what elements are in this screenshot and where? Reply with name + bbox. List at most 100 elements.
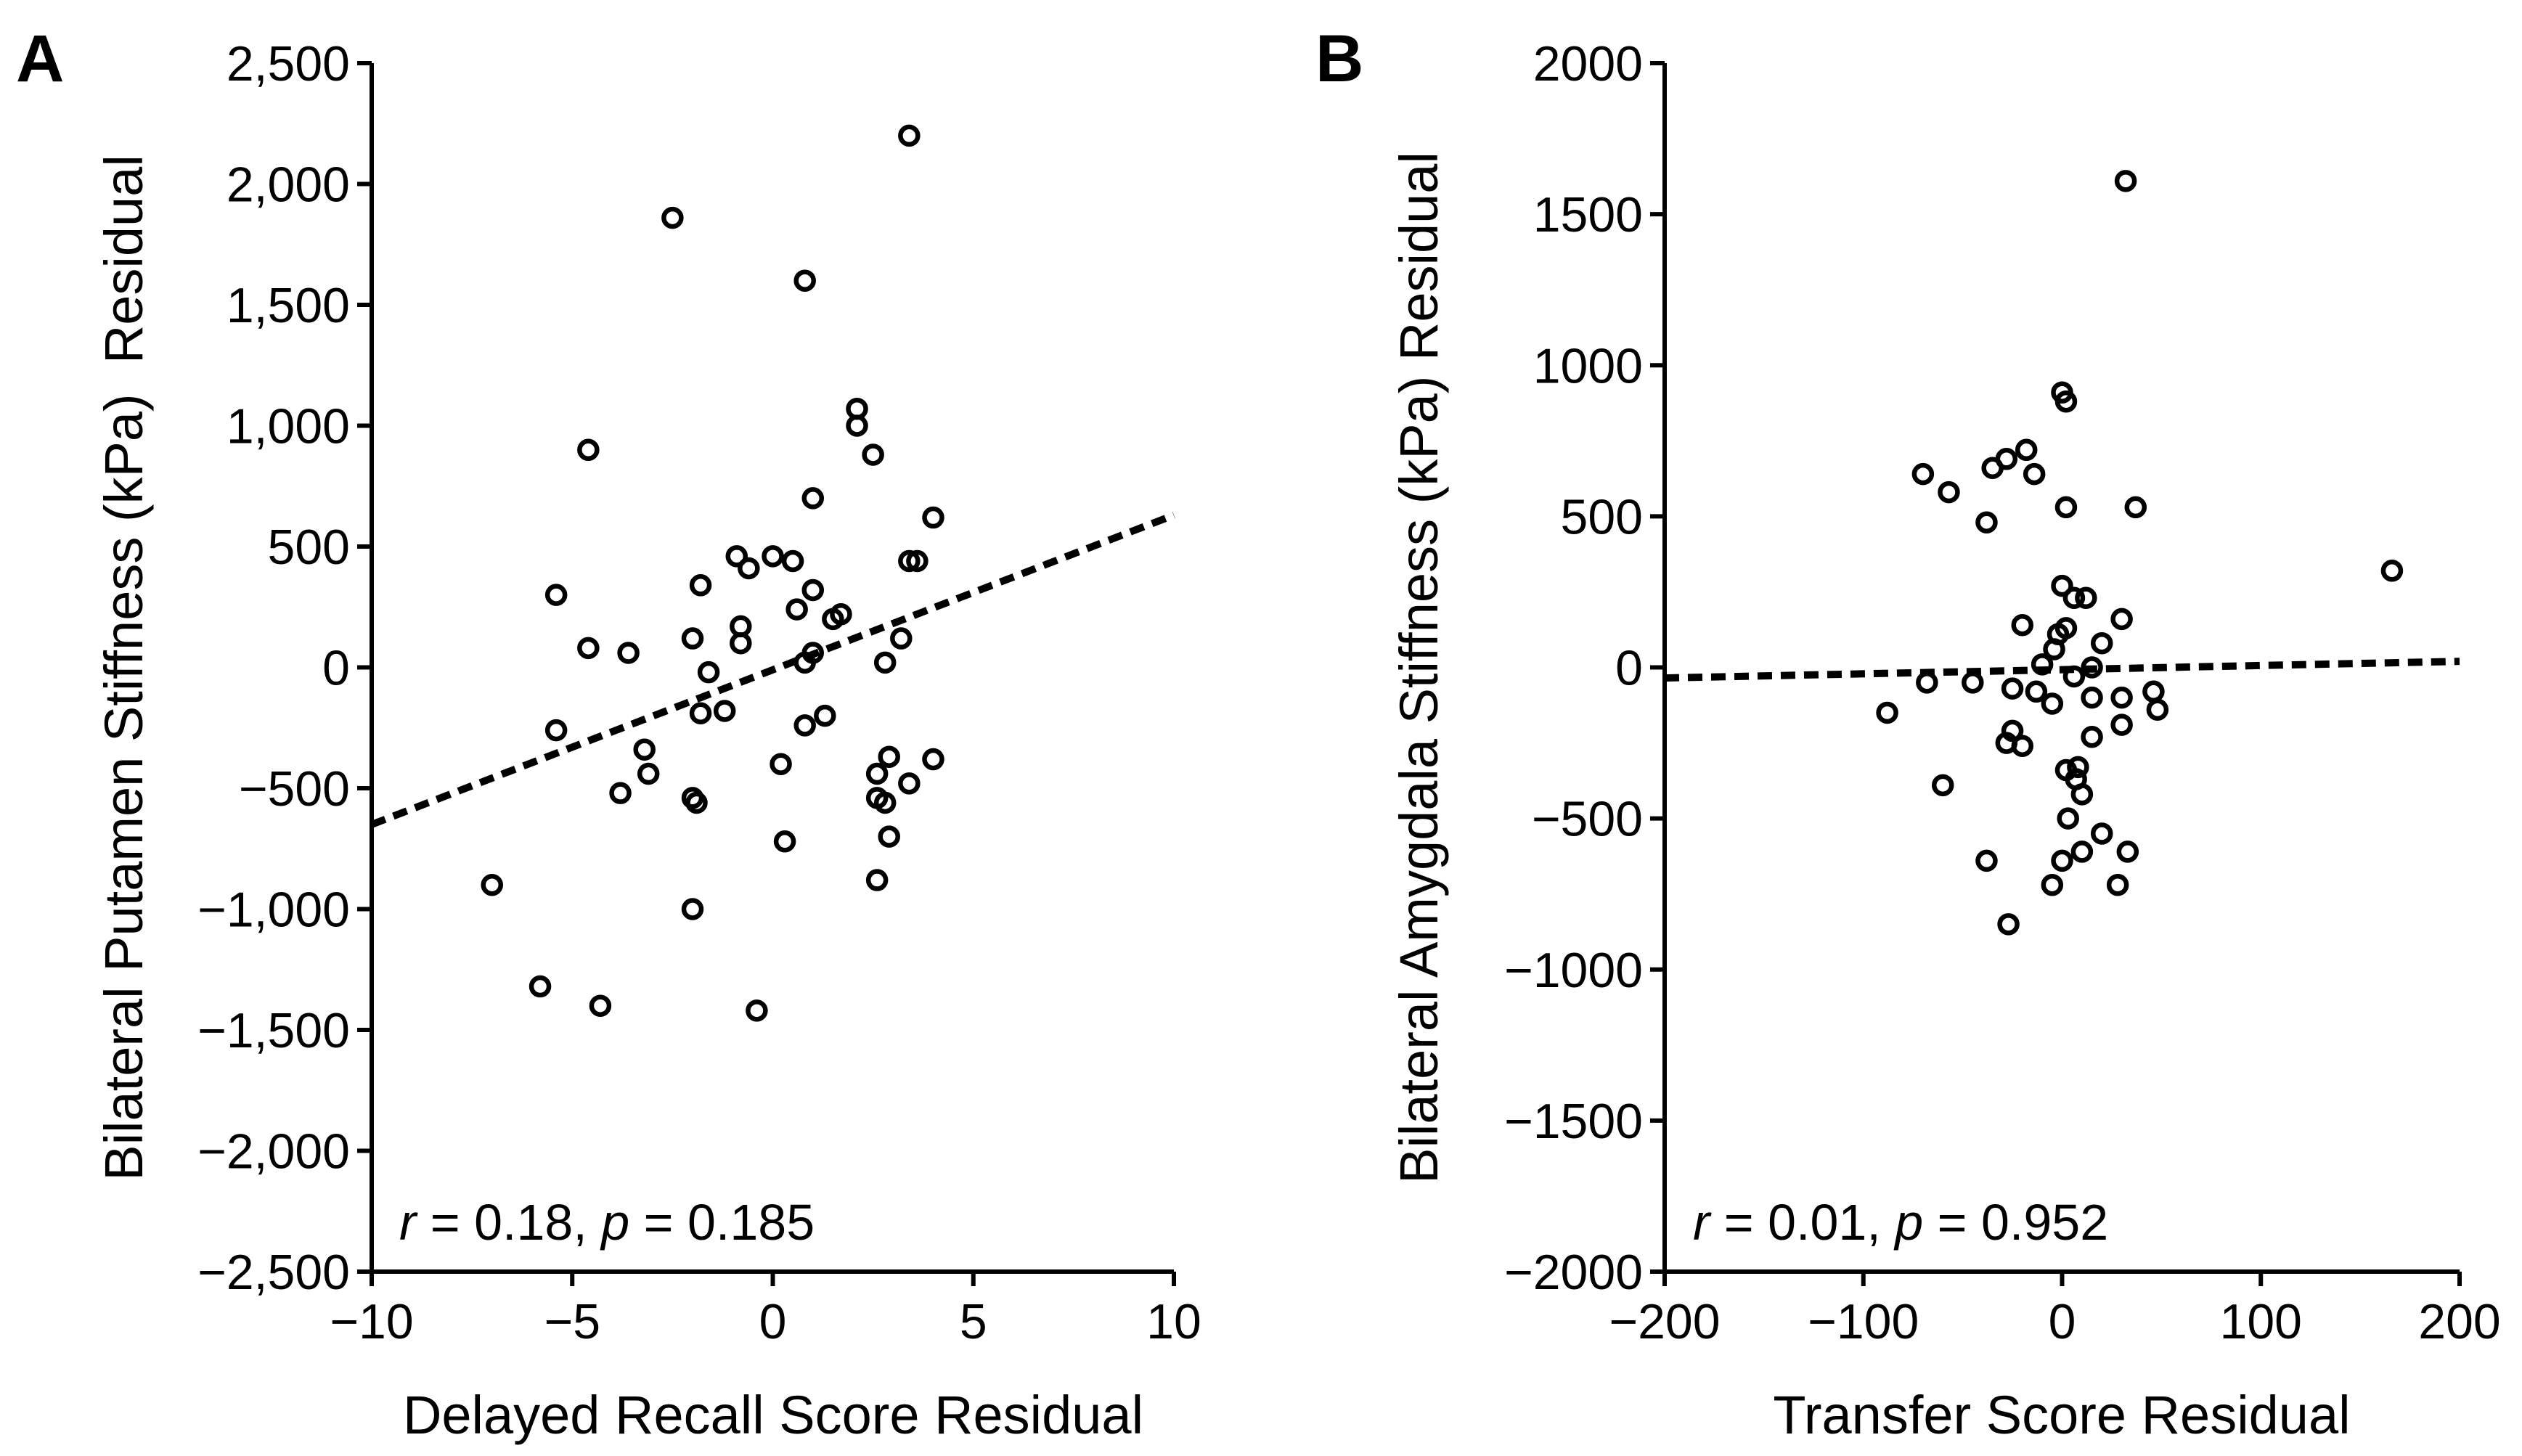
panel-b-y-tick-label: −1000 bbox=[1504, 943, 1643, 998]
panel-a-y-tick-label: 500 bbox=[268, 520, 350, 575]
panel-a-stats-annotation: r = 0.18, p = 0.185 bbox=[399, 1194, 815, 1251]
panel-b-data-point bbox=[1911, 462, 1935, 486]
panel-b-data-point bbox=[1938, 480, 1960, 504]
panel-a-x-ticks: −10 −5 0 5 10 bbox=[330, 1272, 1201, 1349]
panel-b-data-point bbox=[2091, 822, 2113, 845]
panel-a-y-tick-label: 2,500 bbox=[227, 36, 350, 91]
panel-b-data-point bbox=[1916, 671, 1938, 694]
panel-a-data-point bbox=[770, 753, 792, 775]
panel-b-data-point bbox=[2124, 496, 2147, 519]
panel-b-data-point bbox=[2001, 677, 2024, 700]
panel-b-data-point bbox=[1876, 701, 1898, 724]
panel-a-y-tick-label: 1,500 bbox=[227, 278, 350, 333]
panel-a-data-point bbox=[762, 545, 784, 568]
panel-a-y-tick-label: −1,500 bbox=[197, 1003, 350, 1058]
panel-a-data-point bbox=[617, 642, 640, 664]
panel-b-y-tick-label: 500 bbox=[1561, 489, 1643, 544]
panel-b-data-point bbox=[2070, 783, 2094, 806]
panel-b-data-point bbox=[1981, 457, 2004, 480]
panel-b-data-point bbox=[2081, 656, 2103, 679]
panel-b-data-point bbox=[2380, 560, 2404, 582]
panel-b-data-point bbox=[2062, 665, 2086, 688]
panel-a-y-tick-label: −2,500 bbox=[197, 1245, 350, 1300]
panel-a-p-symbol: p bbox=[600, 1194, 629, 1251]
panel-a-data-point bbox=[830, 602, 852, 626]
panel-a-data-point bbox=[898, 124, 921, 147]
panel-a-data-point bbox=[738, 557, 760, 580]
panel-a-data-point bbox=[922, 748, 944, 771]
panel-b-x-tick-label: 0 bbox=[2049, 1294, 2076, 1349]
panel-b-data-point bbox=[1975, 511, 1998, 533]
panel-a-data-point bbox=[781, 549, 804, 573]
panel-a-data-point bbox=[814, 704, 836, 727]
panel-a-x-tick-label: 0 bbox=[759, 1294, 787, 1349]
panel-b-stats-annotation: r = 0.01, p = 0.952 bbox=[1693, 1194, 2108, 1251]
panel-b-r-symbol: r bbox=[1693, 1194, 1712, 1251]
panel-a-data-point bbox=[609, 782, 632, 804]
panel-a-data-point bbox=[529, 975, 552, 998]
panel-b-data-point bbox=[2054, 496, 2078, 519]
panel-b-data-point bbox=[2041, 873, 2064, 896]
panel-a-data-point bbox=[846, 414, 868, 437]
panel-a-data-point bbox=[589, 994, 612, 1017]
panel-a-data-point bbox=[481, 873, 503, 896]
panel-b-data-point bbox=[2041, 692, 2064, 715]
panel-a-y-ticks: 2,500 2,000 1,500 1,000 500 0 −500 −1,000 −1,500… bbox=[197, 36, 372, 1300]
panel-b-data-point bbox=[2023, 462, 2046, 486]
panel-b-data-point bbox=[2051, 849, 2073, 872]
panel-a-data-point bbox=[898, 549, 921, 573]
panel-a-data-point bbox=[713, 700, 736, 722]
panel-b-data-point bbox=[2062, 586, 2086, 610]
panel-a-y-tick-label: 2,000 bbox=[227, 158, 350, 213]
panel-b-y-tick-label: 1000 bbox=[1533, 338, 1643, 393]
panel-b-data-point bbox=[2110, 686, 2133, 709]
panel-b-data-point bbox=[2051, 574, 2073, 597]
panel-b-r-value: = 0.01, bbox=[1710, 1194, 1895, 1251]
panel-b-data-point bbox=[2067, 756, 2089, 779]
panel-b-data-point bbox=[1962, 671, 1984, 694]
panel-b-data-point bbox=[1997, 913, 2020, 936]
panel-a-x-tick-label: 5 bbox=[960, 1294, 987, 1349]
panel-a-data-point bbox=[793, 651, 816, 674]
panel-a-data-point bbox=[773, 830, 796, 853]
panel-a-x-axis-label: Delayed Recall Score Residual bbox=[403, 1385, 1143, 1445]
panel-b-x-tick-label: 200 bbox=[2418, 1294, 2500, 1349]
panel-a-letter: A bbox=[16, 22, 64, 96]
panel-b-x-tick-label: −200 bbox=[1609, 1294, 1720, 1349]
panel-b-y-tick-label: −500 bbox=[1532, 792, 1643, 847]
panel-b-data-point bbox=[2081, 686, 2103, 709]
panel-b-data-point bbox=[2025, 680, 2048, 703]
panel-a-x-tick-label: −5 bbox=[544, 1294, 600, 1349]
panel-b-data-point bbox=[2091, 631, 2113, 655]
panel-b-y-tick-label: −1500 bbox=[1504, 1094, 1643, 1149]
panel-a-x-tick-label: −10 bbox=[330, 1294, 413, 1349]
panel-b-p-symbol: p bbox=[1893, 1194, 1923, 1251]
panel-a-fit-line bbox=[370, 512, 1175, 828]
panel-a-data-point bbox=[862, 443, 884, 466]
panel-b-axes bbox=[1662, 63, 2460, 1274]
panel-b-data-point bbox=[2075, 586, 2097, 610]
panel-a-y-tick-label: −2,000 bbox=[197, 1124, 350, 1179]
panel-a-data-point bbox=[661, 206, 684, 229]
panel-a-data-point bbox=[906, 549, 929, 573]
panel-a-data-point bbox=[730, 631, 752, 655]
panel-b-data-point bbox=[2054, 390, 2078, 413]
panel-a-data-point bbox=[785, 598, 808, 621]
panel-b-data-point bbox=[1975, 849, 1998, 872]
panel-a-r-value: = 0.18, bbox=[416, 1194, 601, 1251]
panel-b-x-axis-label: Transfer Score Residual bbox=[1773, 1385, 2350, 1445]
panel-b-data-point bbox=[1932, 774, 1954, 797]
panel-b-y-tick-label: 0 bbox=[1615, 641, 1643, 696]
panel-a-points bbox=[481, 124, 944, 1022]
panel-a-data-point bbox=[873, 791, 897, 814]
panel-a-data-point bbox=[865, 869, 889, 891]
panel-b-fit-line bbox=[1664, 658, 2460, 682]
panel-a-data-point bbox=[746, 999, 768, 1022]
panel-a-data-point bbox=[922, 506, 944, 529]
panel-a-data-point bbox=[801, 487, 824, 510]
panel-b-letter: B bbox=[1315, 22, 1363, 96]
panel-b-data-point bbox=[2011, 735, 2033, 757]
panel-a-data-point bbox=[793, 269, 816, 292]
